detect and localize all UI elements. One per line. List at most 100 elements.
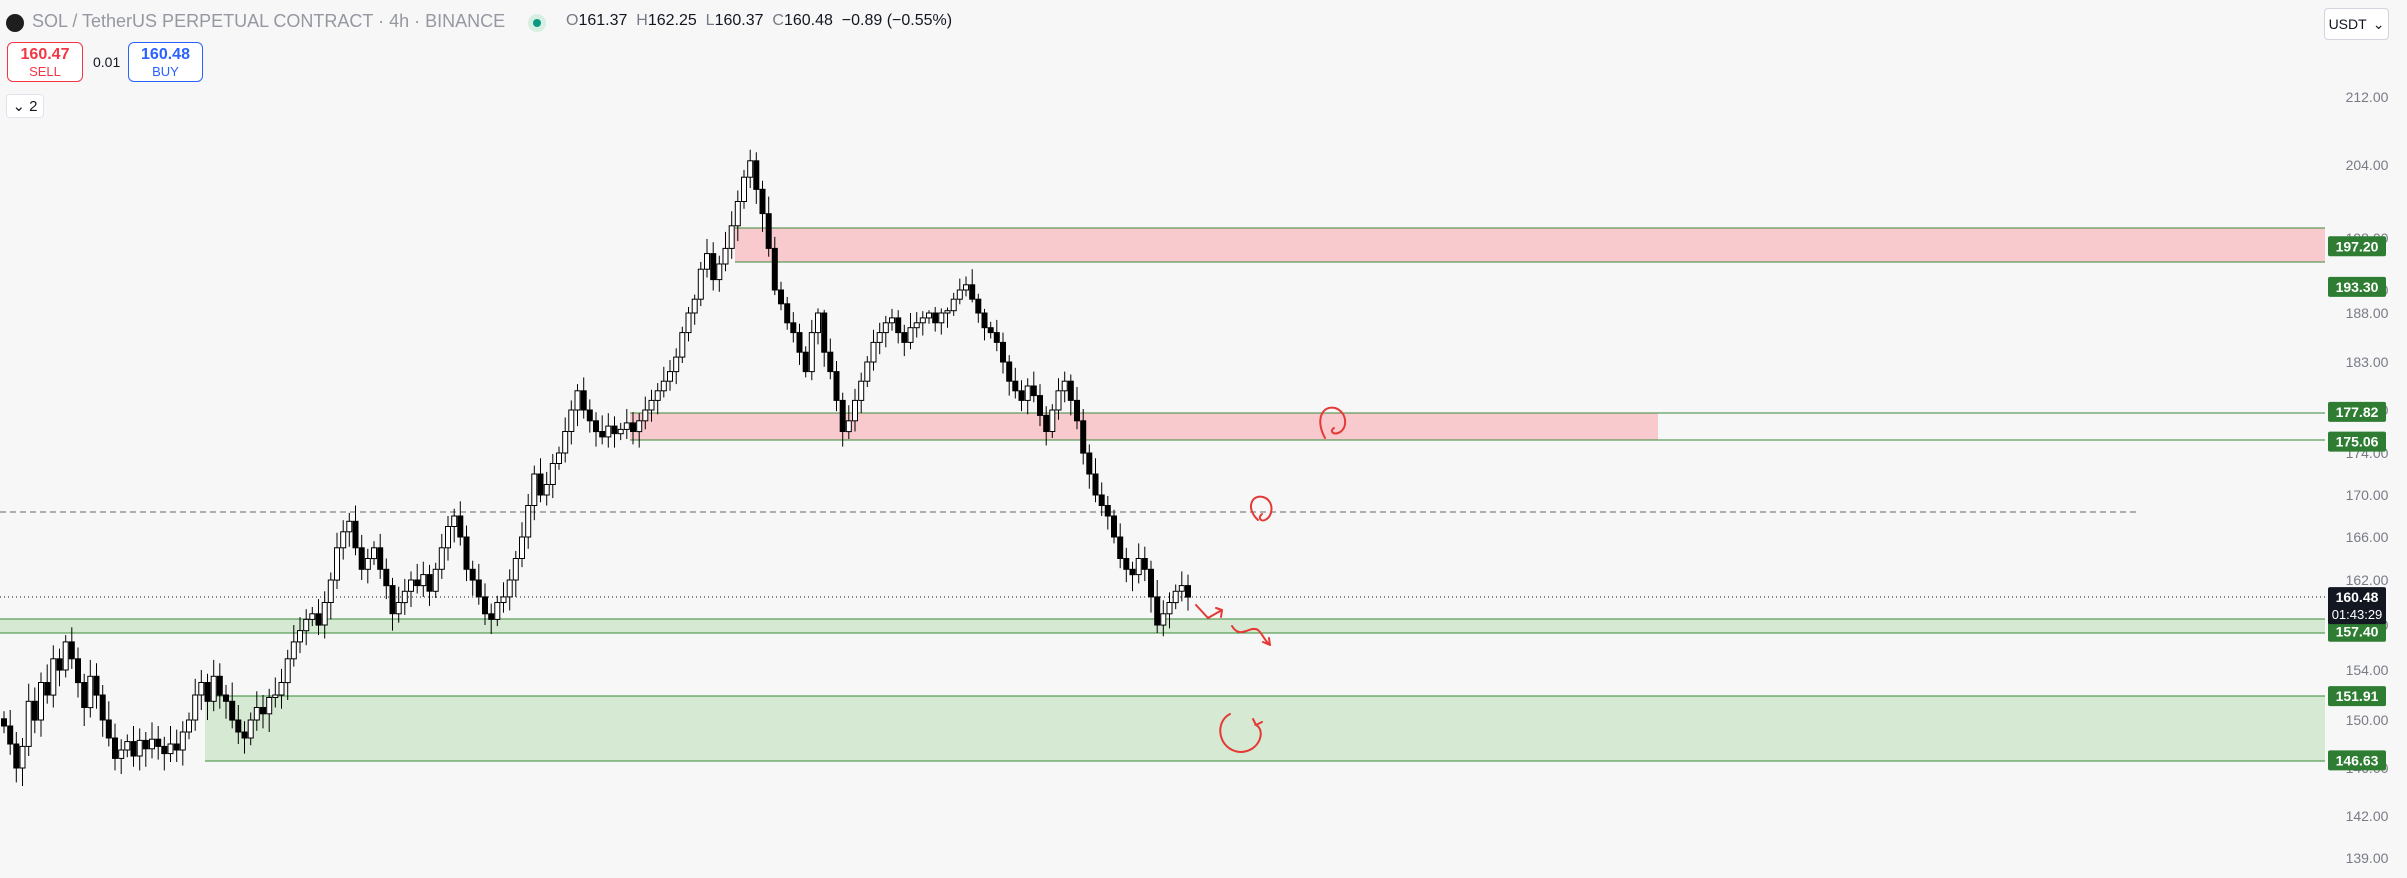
candle-body[interactable] xyxy=(75,658,81,684)
candle-body[interactable] xyxy=(99,694,106,721)
candle-body[interactable] xyxy=(1067,380,1074,401)
candle-body[interactable] xyxy=(161,745,168,755)
candle-body[interactable] xyxy=(1061,380,1068,392)
candle-body[interactable] xyxy=(223,694,229,702)
candle-body[interactable] xyxy=(284,658,291,684)
candle-body[interactable] xyxy=(1043,414,1050,432)
candle-body[interactable] xyxy=(395,602,402,615)
candle-body[interactable] xyxy=(112,737,118,759)
candle-body[interactable] xyxy=(352,520,359,549)
candle-body[interactable] xyxy=(93,675,100,696)
candle-body[interactable] xyxy=(586,409,593,422)
candle-body[interactable] xyxy=(118,749,125,759)
candle-body[interactable] xyxy=(426,574,433,592)
candle-body[interactable] xyxy=(346,520,353,533)
candle-body[interactable] xyxy=(987,327,994,334)
candle-body[interactable] xyxy=(728,225,735,249)
candle-body[interactable] xyxy=(340,531,347,549)
candle-body[interactable] xyxy=(993,332,1000,343)
demand-zone-wide[interactable] xyxy=(205,696,2325,761)
candle-body[interactable] xyxy=(420,574,427,587)
candle-body[interactable] xyxy=(321,602,328,626)
candle-body[interactable] xyxy=(186,719,192,733)
candle-body[interactable] xyxy=(334,547,340,581)
candle-body[interactable] xyxy=(562,431,569,454)
candle-body[interactable] xyxy=(451,515,458,527)
candle-body[interactable] xyxy=(1111,515,1117,538)
candle-body[interactable] xyxy=(192,694,199,721)
candle-body[interactable] xyxy=(537,473,544,496)
candle-body[interactable] xyxy=(771,247,778,291)
symbol-logo-icon[interactable] xyxy=(6,14,24,32)
candle-body[interactable] xyxy=(167,743,174,755)
candle-body[interactable] xyxy=(327,579,334,603)
candle-body[interactable] xyxy=(1172,590,1179,604)
candle-body[interactable] xyxy=(667,371,673,382)
candle-body[interactable] xyxy=(1006,361,1013,382)
candle-body[interactable] xyxy=(457,515,464,538)
candle-body[interactable] xyxy=(1135,558,1142,576)
candle-body[interactable] xyxy=(549,463,556,485)
candle-body[interactable] xyxy=(469,568,476,581)
candle-body[interactable] xyxy=(371,547,377,560)
candle-body[interactable] xyxy=(1141,558,1148,570)
candle-body[interactable] xyxy=(1092,473,1099,496)
candle-body[interactable] xyxy=(44,682,51,696)
candle-body[interactable] xyxy=(617,428,624,435)
candle-body[interactable] xyxy=(389,585,396,615)
candle-body[interactable] xyxy=(950,298,957,312)
candle-body[interactable] xyxy=(383,568,390,587)
candle-body[interactable] xyxy=(1129,568,1136,576)
candle-body[interactable] xyxy=(25,700,32,747)
candle-body[interactable] xyxy=(531,473,538,506)
candle-body[interactable] xyxy=(636,420,643,433)
candle-body[interactable] xyxy=(105,719,112,739)
candle-body[interactable] xyxy=(685,312,692,334)
candle-body[interactable] xyxy=(13,743,20,769)
candle-body[interactable] xyxy=(901,332,908,343)
candle-body[interactable] xyxy=(599,431,606,438)
candle-body[interactable] xyxy=(1074,399,1080,422)
candle-body[interactable] xyxy=(759,188,766,215)
candle-body[interactable] xyxy=(1030,385,1037,397)
candle-body[interactable] xyxy=(216,675,223,696)
candle-body[interactable] xyxy=(1098,494,1105,506)
candle-body[interactable] xyxy=(796,332,803,353)
candle-body[interactable] xyxy=(266,697,273,715)
candle-body[interactable] xyxy=(1123,558,1130,570)
candle-body[interactable] xyxy=(81,682,88,708)
candle-body[interactable] xyxy=(679,332,686,358)
candle-body[interactable] xyxy=(1154,596,1161,626)
candle-body[interactable] xyxy=(401,590,408,604)
candle-body[interactable] xyxy=(852,399,858,422)
zigzag-down-arrow[interactable] xyxy=(1195,604,1223,620)
candle-body[interactable] xyxy=(1117,536,1124,559)
candle-body[interactable] xyxy=(784,303,791,324)
candle-body[interactable] xyxy=(38,682,44,721)
candle-body[interactable] xyxy=(975,298,982,314)
candle-body[interactable] xyxy=(500,596,507,604)
price-axis[interactable]: 212.00204.00198.00193.00188.00183.00178.… xyxy=(2328,89,2389,866)
demand-zone-narrow[interactable] xyxy=(0,619,2325,633)
current-price-tag[interactable] xyxy=(2328,587,2386,625)
candle-body[interactable] xyxy=(1086,452,1093,475)
price-level-tag[interactable] xyxy=(2328,276,2386,297)
candle-body[interactable] xyxy=(580,390,587,411)
candle-body[interactable] xyxy=(31,700,38,721)
candle-body[interactable] xyxy=(691,298,698,314)
candle-body[interactable] xyxy=(142,739,149,750)
candle-body[interactable] xyxy=(445,526,451,549)
price-level-tag[interactable] xyxy=(2328,431,2386,452)
candle-body[interactable] xyxy=(278,682,285,696)
buy-button[interactable]: 160.48 BUY xyxy=(128,42,203,82)
candle-body[interactable] xyxy=(870,341,877,363)
candle-body[interactable] xyxy=(969,284,976,300)
candle-body[interactable] xyxy=(173,743,180,751)
candle-body[interactable] xyxy=(623,422,630,430)
candle-body[interactable] xyxy=(734,201,741,227)
candle-body[interactable] xyxy=(845,420,852,433)
candle-body[interactable] xyxy=(358,547,365,570)
candle-body[interactable] xyxy=(660,380,667,392)
candle-body[interactable] xyxy=(926,312,932,319)
